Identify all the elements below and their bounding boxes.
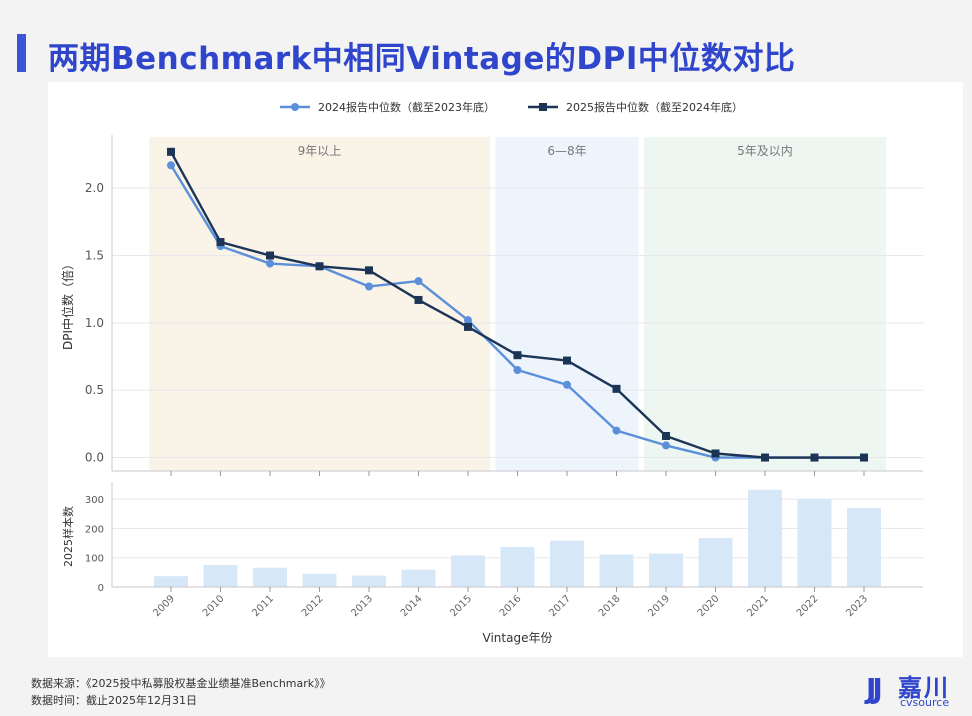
x-tick-label: 2022 [795, 593, 821, 619]
chart-svg: 9年以上 6—8年 5年及以内 0.0 0.5 1.0 1.5 2.0 0 100 200 300 20… [60, 100, 923, 645]
sample-bar [352, 575, 386, 587]
series-point-0 [563, 380, 571, 389]
top-ytick-label: 0.5 [85, 383, 104, 397]
series-point-1 [612, 384, 621, 393]
x-tick-label: 2012 [300, 593, 326, 619]
sample-bar [599, 554, 634, 587]
top-ytick-label: 0.0 [85, 451, 104, 465]
series-point-0 [167, 161, 175, 170]
footer-source: 数据来源：《2025投中私募股权基金业绩基准Benchmark》》 [31, 677, 331, 690]
bottom-y-axis-title: 2025样本数 [61, 506, 75, 567]
x-tick-label: 2013 [349, 593, 375, 619]
sample-bar [698, 538, 733, 587]
series-point-1 [810, 453, 819, 462]
series-point-1 [711, 449, 720, 458]
sample-bar [649, 553, 683, 587]
series-point-1 [563, 356, 571, 365]
series-point-1 [167, 147, 175, 156]
x-tick-label: 2011 [250, 593, 276, 619]
series-point-1 [315, 262, 324, 271]
axes [111, 135, 923, 592]
chart-panel: 9年以上 6—8年 5年及以内 0.0 0.5 1.0 1.5 2.0 0 100 200 300 20… [48, 82, 963, 657]
sample-bar [451, 555, 485, 587]
sample-bar [748, 489, 782, 587]
sample-bar [253, 567, 287, 587]
x-tick-label: 2016 [498, 593, 524, 619]
x-tick-label: 2021 [745, 593, 771, 619]
x-tick-label: 2020 [696, 593, 722, 619]
band-label-1: 6—8年 [547, 144, 586, 158]
series-point-0 [266, 259, 274, 268]
legend-swatch-marker-1 [539, 103, 547, 111]
series-point-1 [860, 453, 868, 462]
x-tick-label: 2018 [597, 593, 623, 619]
series-point-1 [414, 295, 423, 304]
sample-bar [154, 576, 188, 587]
logo-mark: JJ [866, 672, 883, 705]
band-label-2: 5年及以内 [737, 144, 793, 158]
bottom-ytick-label: 300 [85, 495, 104, 506]
top-y-axis-title: DPI中位数（倍） [60, 258, 75, 350]
x-tick-label: 2009 [151, 593, 177, 619]
legend-swatch-marker-0 [291, 103, 299, 111]
series-point-0 [513, 365, 522, 374]
series-point-1 [365, 266, 373, 275]
sample-bar [401, 569, 436, 587]
series-point-0 [662, 441, 670, 450]
logo-en: cvsource [900, 696, 950, 709]
series-point-1 [464, 322, 472, 331]
bottom-ytick-label: 200 [85, 524, 104, 535]
sample-bars [154, 489, 881, 587]
series-point-0 [612, 426, 621, 435]
legend: 2024报告中位数（截至2023年底） 2025报告中位数（截至2024年底） [280, 100, 743, 114]
series-point-1 [761, 453, 769, 462]
series-point-1 [662, 431, 670, 440]
x-tick-label: 2023 [844, 593, 870, 619]
x-tick-label: 2010 [201, 593, 227, 619]
sample-bar [550, 540, 584, 587]
band-label-0: 9年以上 [298, 144, 342, 158]
footer-date: 数据时间：截止2025年12月31日 [31, 694, 197, 707]
page-title: 两期Benchmark中相同Vintage的DPI中位数对比 [48, 41, 796, 77]
series-point-1 [216, 238, 225, 247]
top-ytick-label: 2.0 [85, 181, 104, 195]
sample-bar [302, 573, 337, 587]
x-tick-label: 2015 [448, 593, 474, 619]
top-ytick-label: 1.5 [85, 249, 104, 263]
sample-bar [847, 507, 881, 587]
series-point-1 [266, 251, 274, 260]
series-lines [167, 147, 868, 462]
sample-bar [203, 565, 238, 587]
band-0 [149, 137, 490, 471]
band-2 [644, 137, 886, 471]
x-tick-label: 2019 [646, 593, 672, 619]
series-point-1 [513, 351, 522, 360]
x-tick-label: 2017 [547, 593, 573, 619]
series-point-0 [464, 316, 472, 325]
cvsource-logo: JJ 嘉川 cvsource [866, 670, 961, 710]
band-1 [495, 137, 639, 471]
series-point-0 [414, 277, 423, 286]
top-ytick-label: 1.0 [85, 316, 104, 330]
sample-bar [500, 546, 535, 587]
series-point-0 [365, 282, 373, 291]
title-accent-bar [17, 34, 26, 72]
legend-label-0: 2024报告中位数（截至2023年底） [318, 100, 495, 114]
period-bands [149, 137, 886, 471]
logo-cn: 嘉川 [898, 674, 950, 702]
x-tick-label: 2014 [399, 593, 425, 619]
x-axis-title: Vintage年份 [483, 631, 553, 645]
bottom-ytick-label: 0 [98, 583, 104, 594]
bottom-ytick-label: 100 [85, 554, 104, 565]
sample-bar [797, 499, 832, 587]
legend-label-1: 2025报告中位数（截至2024年底） [566, 100, 743, 114]
